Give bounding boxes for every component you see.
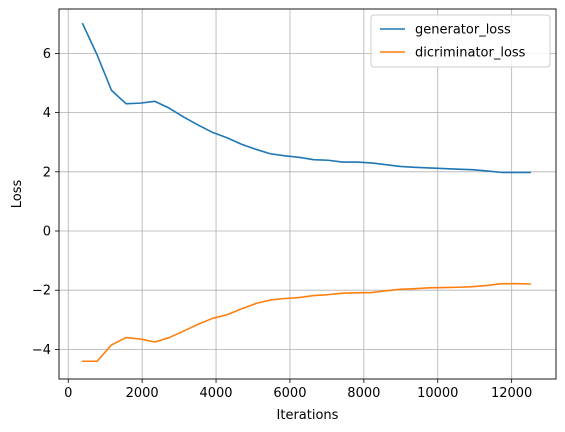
x-axis-label: Iterations (277, 408, 339, 423)
x-tick-label: 6000 (273, 386, 306, 401)
x-axis-ticks: 0 2000 4000 6000 8000 10000 12000 (64, 379, 532, 401)
series-line-dicriminator-loss (81, 282, 531, 363)
x-tick-label: 2000 (126, 386, 159, 401)
plot-frame (58, 8, 557, 380)
y-tick-label: 0 (43, 225, 51, 240)
legend-label: generator_loss (415, 23, 511, 38)
y-axis-ticks: −4 −2 0 2 4 6 (32, 47, 59, 358)
legend-label: dicriminator_loss (415, 46, 526, 61)
x-tick-label: 10000 (417, 386, 458, 401)
y-tick-label: −2 (32, 284, 51, 299)
y-axis-label: Loss (10, 180, 25, 209)
series-layer (81, 22, 531, 363)
y-tick-label: −4 (32, 343, 51, 358)
x-tick-label: 12000 (491, 386, 532, 401)
y-tick-label: 2 (43, 165, 51, 180)
y-tick-label: 6 (43, 47, 51, 62)
x-tick-label: 0 (64, 386, 72, 401)
y-tick-label: 4 (43, 106, 51, 121)
legend: generator_loss dicriminator_loss (370, 14, 551, 68)
series-line-generator-loss (81, 22, 531, 174)
grid-lines (59, 9, 556, 379)
x-tick-label: 8000 (347, 386, 380, 401)
x-tick-label: 4000 (199, 386, 232, 401)
legend-box (370, 14, 551, 68)
